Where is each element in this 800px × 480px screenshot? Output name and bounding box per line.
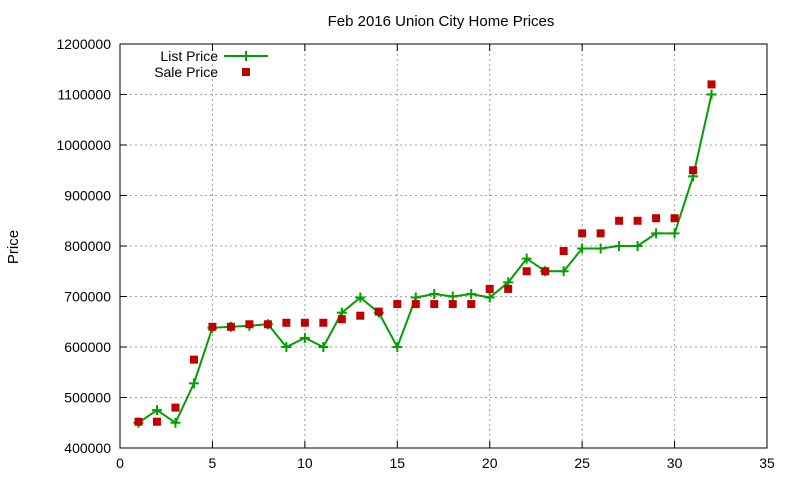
sale-price-series <box>134 80 716 426</box>
legend-label: List Price <box>160 48 218 64</box>
axes <box>119 43 768 449</box>
list-price-point <box>614 241 625 251</box>
y-tick-label: 1100000 <box>58 87 112 103</box>
list-price-point <box>706 89 717 100</box>
y-tick-label: 400000 <box>64 440 111 456</box>
list-price-series <box>133 89 717 428</box>
list-price-point <box>188 378 199 389</box>
sale-price-point <box>152 417 161 426</box>
sale-price-point <box>263 320 272 329</box>
list-price-point <box>447 291 458 302</box>
list-price-point <box>281 342 292 352</box>
chart-title: Feb 2016 Union City Home Prices <box>328 13 555 30</box>
sale-price-point <box>189 355 198 364</box>
x-tick-label: 20 <box>482 455 498 471</box>
list-price-point <box>577 243 588 254</box>
list-price-point <box>595 243 606 254</box>
list-price-point <box>632 241 643 251</box>
x-tick-label: 25 <box>574 455 590 471</box>
y-tick-label: 800000 <box>64 238 111 254</box>
list-price-point <box>429 288 440 299</box>
sale-price-point <box>393 300 402 309</box>
sale-price-point <box>504 284 513 293</box>
list-price-point <box>558 266 569 277</box>
y-tick-label: 700000 <box>64 289 111 305</box>
list-price-point <box>299 332 310 343</box>
list-price-point <box>318 342 329 352</box>
sale-price-point <box>615 216 624 225</box>
list-price-point <box>392 342 403 352</box>
y-tick-label: 600000 <box>64 339 111 355</box>
x-tick-label: 10 <box>297 455 313 471</box>
y-tick-label: 900000 <box>64 188 111 204</box>
x-tick-label: 30 <box>667 455 683 471</box>
sale-price-point <box>559 247 568 256</box>
list-price-point <box>521 253 532 264</box>
y-tick-label: 1000000 <box>56 137 111 153</box>
grid <box>120 44 767 448</box>
list-price-line <box>137 94 713 425</box>
sale-price-point <box>134 417 143 426</box>
sale-price-point <box>171 403 180 412</box>
y-tick-label: 500000 <box>64 390 111 406</box>
sale-price-point <box>226 322 235 331</box>
x-tick-label: 15 <box>389 455 405 471</box>
sale-price-point <box>319 318 328 327</box>
sale-price-point <box>485 284 494 293</box>
sale-price-point <box>337 315 346 324</box>
list-price-point <box>355 292 366 303</box>
sale-price-point <box>670 214 679 223</box>
sale-price-point <box>707 80 716 89</box>
list-price-point <box>651 228 662 239</box>
tick-labels: 0 5 10 15 20 25 30 35 400000 500000 600000 700000 80… <box>56 36 775 471</box>
sale-price-point <box>208 322 217 331</box>
legend-label: Sale Price <box>154 64 218 80</box>
legend-item-sale-price: Sale Price <box>154 64 250 80</box>
x-tick-label: 0 <box>116 455 124 471</box>
sale-price-point <box>541 267 550 276</box>
series <box>133 80 717 428</box>
sale-price-point <box>411 300 420 309</box>
list-price-point <box>466 288 477 299</box>
sale-price-point <box>633 216 642 225</box>
sale-price-point <box>522 267 531 276</box>
sale-price-point <box>245 320 254 329</box>
list-price-point <box>484 292 495 303</box>
legend-square-swatch <box>242 68 250 76</box>
sale-price-point <box>652 214 661 223</box>
list-price-point <box>151 405 162 416</box>
sale-price-point <box>430 300 439 309</box>
plot-border <box>119 43 768 449</box>
x-tick-label: 35 <box>759 455 775 471</box>
legend-item-list-price: List Price <box>160 48 268 64</box>
y-axis-label: Price <box>5 230 22 264</box>
y-tick-label: 1200000 <box>56 36 111 52</box>
sale-price-point <box>356 311 365 320</box>
sale-price-point <box>374 307 383 316</box>
sale-price-point <box>467 300 476 309</box>
list-price-point <box>170 417 181 428</box>
sale-price-point <box>448 300 457 309</box>
list-price-point <box>669 228 680 239</box>
x-tick-label: 5 <box>209 455 217 471</box>
sale-price-point <box>689 166 698 175</box>
sale-price-point <box>578 229 587 238</box>
sale-price-point <box>300 318 309 327</box>
sale-price-point <box>282 318 291 327</box>
sale-price-point <box>596 229 605 238</box>
